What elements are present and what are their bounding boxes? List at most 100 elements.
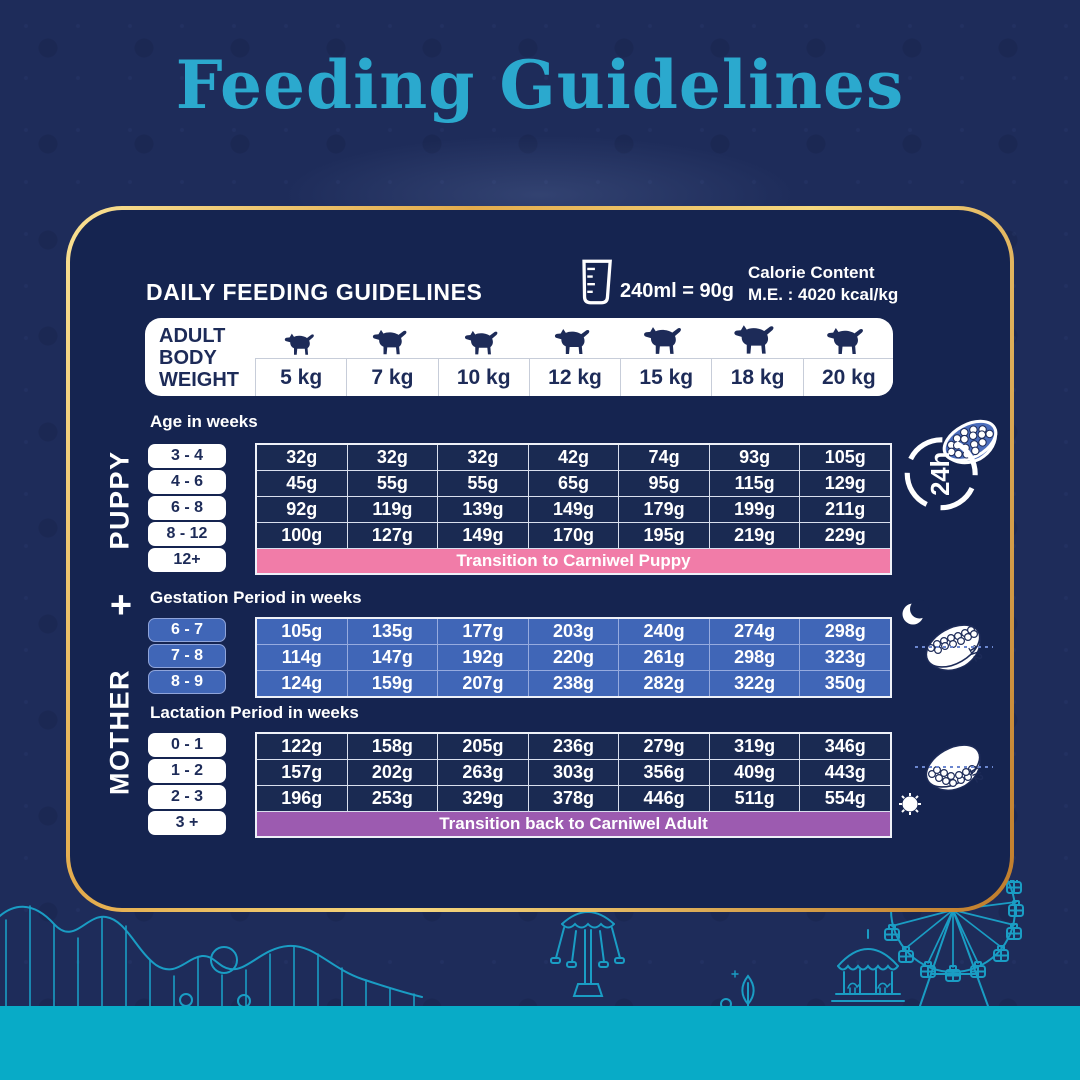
lactation-transition-banner: Transition back to Carniwel Adult bbox=[257, 812, 890, 836]
dog-icon bbox=[734, 325, 774, 354]
table-cell: 409g bbox=[709, 760, 800, 785]
weight-cell: 12 kg bbox=[529, 359, 621, 396]
lactation-feeding-table: 122g 158g 205g 236g 279g 319g 346g 157g 202g 263… bbox=[255, 732, 892, 838]
table-cell: 211g bbox=[800, 497, 890, 522]
table-cell: 124g bbox=[257, 671, 347, 696]
sun-icon bbox=[899, 793, 921, 815]
bowl-24h-icon: 24h bbox=[898, 410, 1006, 518]
puppy-feeding-table: 32g 32g 32g 42g 74g 93g 105g 45g 55g 55g 65g 95g 11… bbox=[255, 443, 892, 575]
table-cell: 511g bbox=[709, 786, 800, 811]
table-cell: 95g bbox=[619, 471, 709, 496]
table-cell: 323g bbox=[800, 645, 890, 670]
table-cell: 378g bbox=[528, 786, 619, 811]
table-cell: 32g bbox=[438, 445, 528, 470]
lactation-section-label: Lactation Period in weeks bbox=[150, 703, 359, 722]
puppy-transition-banner: Transition to Carniwel Puppy bbox=[257, 549, 890, 573]
table-cell: 261g bbox=[619, 645, 709, 670]
weight-header: ADULT BODY WEIGHT 5 kg 7 kg 10 kg 12 kg … bbox=[145, 318, 893, 396]
weight-header-line: BODY bbox=[159, 347, 217, 369]
weight-cell: 18 kg bbox=[712, 359, 803, 396]
table-cell: 443g bbox=[800, 760, 890, 785]
table-cell: 195g bbox=[619, 523, 709, 548]
table-cell: 205g bbox=[438, 734, 528, 759]
side-label-puppy: PUPPY bbox=[104, 450, 135, 550]
dog-icon bbox=[372, 329, 407, 355]
weight-header-line: ADULT bbox=[159, 325, 226, 347]
weight-header-line: WEIGHT bbox=[159, 369, 239, 391]
carousel-illustration bbox=[831, 929, 905, 1002]
table-cell: 350g bbox=[800, 671, 890, 696]
table-cell: 55g bbox=[438, 471, 528, 496]
card-heading: DAILY FEEDING GUIDELINES bbox=[146, 279, 483, 305]
age-range-box: 1 - 2 bbox=[148, 759, 226, 783]
table-cell: 147g bbox=[347, 645, 438, 670]
table-cell: 135g bbox=[347, 619, 438, 644]
age-range-box: 3 - 4 bbox=[148, 444, 226, 468]
svg-text:24h: 24h bbox=[927, 452, 955, 496]
age-range-box: 6 - 7 bbox=[148, 618, 226, 642]
table-cell: 253g bbox=[347, 786, 438, 811]
table-cell: 236g bbox=[528, 734, 619, 759]
age-range-box: 0 - 1 bbox=[148, 733, 226, 757]
tree-illustration bbox=[720, 970, 755, 1006]
age-range-box: 6 - 8 bbox=[148, 496, 226, 520]
measuring-cup-icon bbox=[582, 259, 612, 305]
table-cell: 115g bbox=[709, 471, 800, 496]
age-range-box: 7 - 8 bbox=[148, 644, 226, 668]
table-cell: 65g bbox=[528, 471, 619, 496]
table-cell: 149g bbox=[528, 497, 619, 522]
bottom-teal-strip bbox=[0, 1006, 1080, 1080]
puppy-section-label: Age in weeks bbox=[150, 412, 258, 431]
dog-icon bbox=[554, 329, 590, 355]
table-cell: 356g bbox=[619, 760, 709, 785]
table-cell: 119g bbox=[347, 497, 438, 522]
table-cell: 196g bbox=[257, 786, 347, 811]
calorie-content-label: Calorie Content bbox=[748, 263, 875, 282]
gestation-feeding-table: 105g 135g 177g 203g 240g 274g 298g 114g 147g 192… bbox=[255, 617, 892, 698]
age-range-box: 8 - 12 bbox=[148, 522, 226, 546]
measure-equivalence-note: 240ml = 90g bbox=[620, 280, 734, 302]
table-cell: 127g bbox=[347, 523, 438, 548]
table-cell: 202g bbox=[347, 760, 438, 785]
table-cell: 170g bbox=[528, 523, 619, 548]
table-cell: 45g bbox=[257, 471, 347, 496]
table-cell: 179g bbox=[619, 497, 709, 522]
table-cell: 42g bbox=[528, 445, 619, 470]
table-cell: 74g bbox=[619, 445, 709, 470]
table-cell: 279g bbox=[619, 734, 709, 759]
gestation-section-label: Gestation Period in weeks bbox=[150, 588, 362, 607]
table-cell: 303g bbox=[528, 760, 619, 785]
weight-cell: 5 kg bbox=[256, 359, 347, 396]
dog-icon bbox=[827, 328, 863, 354]
rollercoaster-illustration bbox=[0, 905, 423, 1006]
table-cell: 240g bbox=[619, 619, 709, 644]
age-range-box: 2 - 3 bbox=[148, 785, 226, 809]
table-cell: 122g bbox=[257, 734, 347, 759]
weight-cell: 7 kg bbox=[347, 359, 438, 396]
table-cell: 93g bbox=[709, 445, 800, 470]
table-cell: 229g bbox=[800, 523, 890, 548]
age-range-box: 4 - 6 bbox=[148, 470, 226, 494]
table-cell: 32g bbox=[257, 445, 347, 470]
age-range-box: 12+ bbox=[148, 548, 226, 572]
weight-cell: 20 kg bbox=[803, 359, 893, 396]
table-cell: 203g bbox=[528, 619, 619, 644]
table-cell: 159g bbox=[347, 671, 438, 696]
table-cell: 129g bbox=[800, 471, 890, 496]
table-cell: 346g bbox=[800, 734, 890, 759]
weight-header-label: ADULT BODY WEIGHT bbox=[159, 325, 239, 391]
age-range-box: 8 - 9 bbox=[148, 670, 226, 694]
age-range-box: 3 + bbox=[148, 811, 226, 835]
amusement-park-illustration bbox=[0, 880, 1024, 1006]
table-cell: 263g bbox=[438, 760, 528, 785]
weight-cell: 10 kg bbox=[438, 359, 529, 396]
table-cell: 55g bbox=[347, 471, 438, 496]
plus-sign: + bbox=[109, 584, 133, 627]
dog-icon bbox=[644, 327, 681, 354]
table-cell: 220g bbox=[528, 645, 619, 670]
table-cell: 319g bbox=[709, 734, 800, 759]
table-cell: 177g bbox=[438, 619, 528, 644]
table-cell: 32g bbox=[347, 445, 438, 470]
table-cell: 274g bbox=[709, 619, 800, 644]
